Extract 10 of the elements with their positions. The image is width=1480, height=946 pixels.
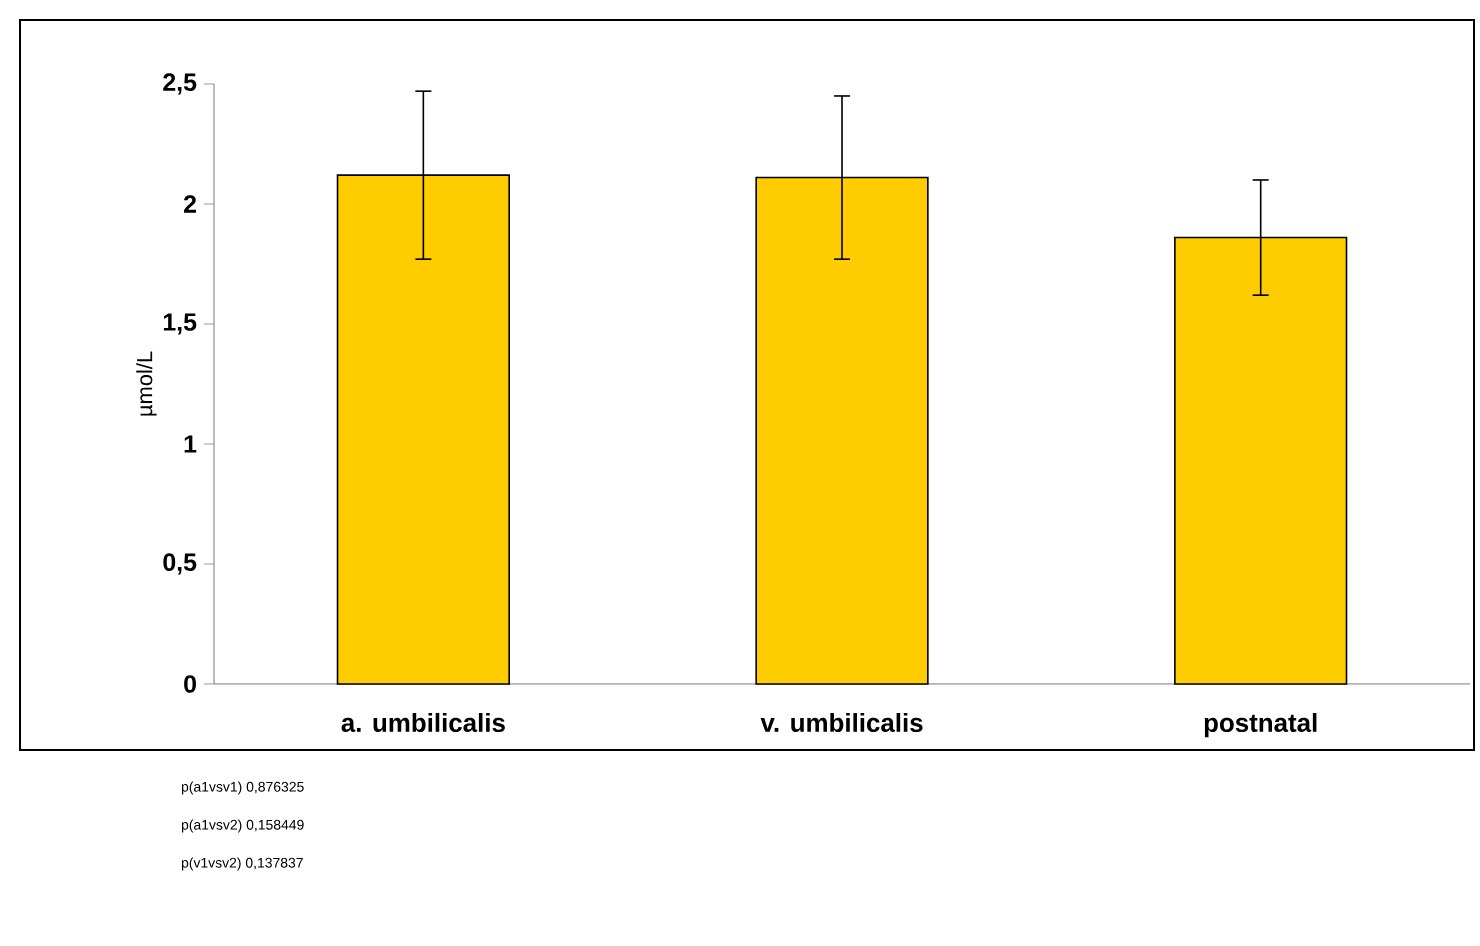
x-tick-label: postnatal [1204, 713, 1317, 738]
x-tick-label: v. umbilicalis [760, 713, 923, 733]
y-tick-label: 1,5 [163, 313, 197, 335]
y-tick-label: 2,5 [163, 73, 197, 95]
y-tick-label: 2 [184, 195, 196, 213]
y-tick-label: 0 [184, 675, 196, 693]
x-tick-label: a. umbilicalis [341, 713, 505, 733]
y-tick-label: 1 [184, 435, 197, 453]
y-tick-label: 0,5 [163, 553, 197, 575]
y-axis-title: µmol/L [136, 351, 157, 416]
